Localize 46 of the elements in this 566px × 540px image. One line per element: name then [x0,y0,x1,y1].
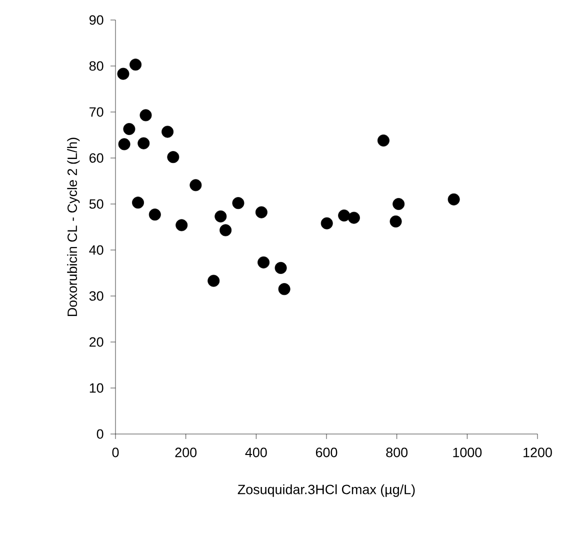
y-axis-title: Doxorubicin CL - Cycle 2 (L/h) [67,138,80,316]
point [148,208,161,221]
point [258,256,270,268]
point [140,109,152,122]
point [348,212,360,224]
y-tick-label: 20 [90,337,104,347]
point [448,193,460,206]
x-tick-label: 0 [112,448,119,458]
point [214,210,227,222]
point [220,224,232,236]
y-tick-label: 30 [89,291,104,301]
point [274,262,287,274]
point [390,215,402,228]
x-axis-title: Zosuquidar.3HCl Cmax (µg/L) [238,484,415,497]
x-tick-label: 800 [386,448,408,458]
point [130,58,142,71]
point [278,283,290,296]
x-tick-label: 200 [175,448,197,458]
point [167,151,180,164]
y-tick-label: 10 [90,383,104,393]
point [208,274,220,287]
y-tick-label: 80 [89,61,104,71]
point [392,198,405,210]
point [338,210,350,222]
point [162,126,174,138]
y-tick-label: 60 [90,153,104,163]
point [190,179,202,192]
y-tick-label: 70 [90,107,104,117]
x-tick-label: 600 [316,448,338,458]
point [255,206,268,218]
y-tick-label: 40 [89,245,104,255]
point [138,137,150,150]
point [232,197,244,210]
point [118,138,130,150]
point [176,219,188,232]
point [132,196,144,209]
y-tick-label: 50 [89,199,104,209]
x-tick-label: 400 [245,448,267,458]
x-tick-label: 1200 [524,448,552,458]
x-tick-label: 1000 [453,448,482,458]
point [123,123,136,136]
point [320,217,333,230]
y-tick-label: 90 [89,15,104,25]
point [117,68,130,80]
point [377,134,390,147]
y-tick-label: 0 [96,429,104,439]
